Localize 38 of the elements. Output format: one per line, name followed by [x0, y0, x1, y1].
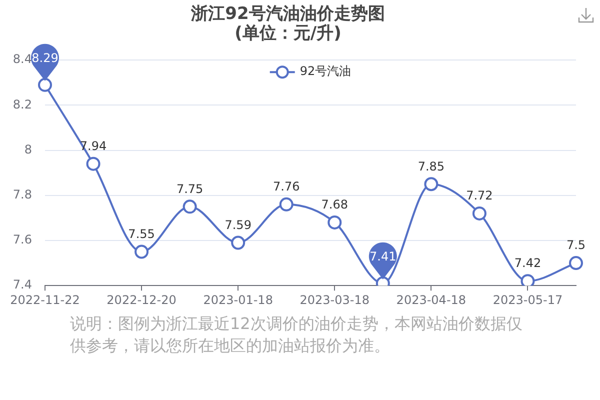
point	[38, 78, 52, 92]
point	[520, 274, 535, 286]
text: 说明：图例为浙江最近12次调价的油价走势，本网站油价数据仅供参考，请以您所在地区的加油站报价为准。	[70, 313, 524, 357]
x-tick-label: 2023-05-17	[492, 292, 563, 307]
point	[134, 244, 149, 259]
y-tick-label: 8.2	[12, 97, 32, 112]
x-tick-label: 2023-03-18	[300, 292, 370, 307]
y-tick-label: 7.8	[12, 188, 32, 202]
x-tick-label: 2022-12-20	[106, 292, 176, 307]
data-label: 7.42	[514, 256, 542, 270]
x-tick-label: 2022-11-22	[10, 292, 80, 307]
chart-title: 浙江92号汽油油价走势图	[190, 4, 385, 24]
x-tick-label: 2023-04-18	[396, 292, 466, 307]
data-label: 7.59	[224, 218, 252, 232]
data-label: 8.29	[32, 51, 58, 66]
y-tick-label: 7.6	[12, 232, 32, 247]
data-label: 7.85	[418, 159, 445, 174]
chart-subtitle: (单位：元/升)	[234, 24, 342, 44]
y-tick-label: 8	[24, 142, 32, 156]
data-label: 7.72	[466, 188, 493, 203]
data-label: 7.68	[321, 198, 348, 212]
point	[424, 177, 438, 192]
data-label: 7.41	[370, 249, 396, 264]
y-tick-label: 8.4	[12, 52, 32, 66]
point	[231, 236, 246, 250]
data-label: 7.76	[273, 180, 300, 194]
y-tick-label: 7.4	[12, 278, 32, 292]
point	[86, 156, 100, 171]
point	[328, 215, 342, 230]
point	[472, 206, 486, 220]
data-label: 7.5	[566, 238, 586, 252]
point	[182, 200, 197, 214]
data-label: 7.75	[176, 182, 204, 196]
data-label: 7.55	[128, 226, 155, 241]
point	[569, 256, 583, 270]
x-tick-label: 2023-01-18	[203, 292, 273, 307]
point	[279, 197, 294, 212]
legend-label: 92号汽油	[300, 64, 352, 78]
